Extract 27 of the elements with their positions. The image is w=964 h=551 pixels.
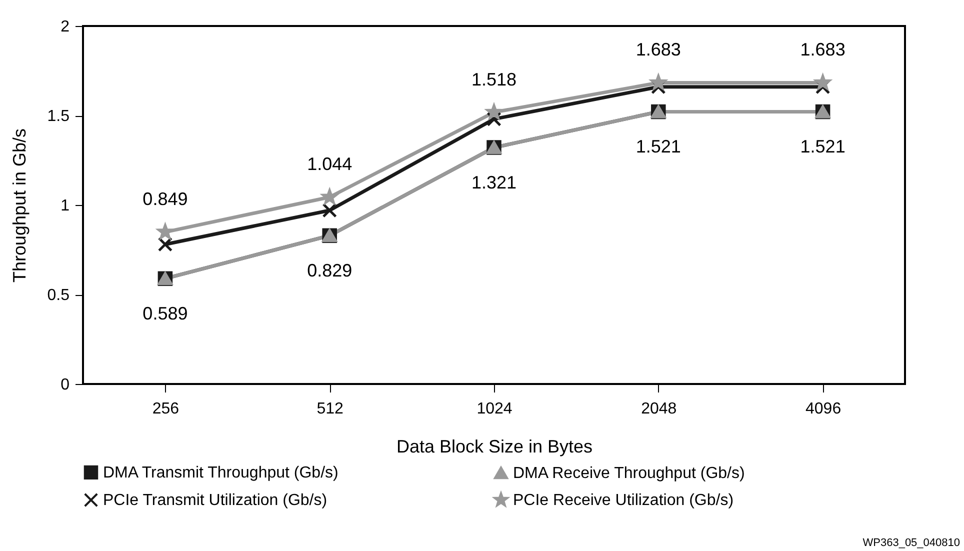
legend-label: PCIe Receive Utilization (Gb/s) <box>513 492 734 509</box>
y-tick-label: 0.5 <box>47 287 70 304</box>
data-label: 1.521 <box>800 136 846 157</box>
data-label: 1.044 <box>307 154 352 174</box>
x-tick-label: 512 <box>316 400 344 418</box>
legend-label: DMA Transmit Throughput (Gb/s) <box>103 464 338 482</box>
x-tick-label: 2048 <box>641 400 677 418</box>
y-tick-label: 0 <box>60 376 70 394</box>
legend-label: PCIe Transmit Utilization (Gb/s) <box>103 492 328 509</box>
x-tick-label: 4096 <box>806 400 842 418</box>
data-label: 0.829 <box>307 260 352 281</box>
data-label: 1.518 <box>471 69 517 90</box>
text: WP363_05_040810 <box>862 537 960 549</box>
data-label: 1.683 <box>800 40 846 60</box>
legend-label: DMA Receive Throughput (Gb/s) <box>513 464 745 482</box>
data-label: 1.321 <box>471 172 517 193</box>
data-label: 0.849 <box>142 189 188 210</box>
x-axis-title: Data Block Size in Bytes <box>396 436 593 456</box>
y-tick-label: 2 <box>60 18 70 36</box>
x-tick-label: 256 <box>152 400 180 418</box>
y-tick-label: 1.5 <box>47 108 70 125</box>
y-tick-label: 1 <box>60 198 70 214</box>
data-label: 1.683 <box>636 40 681 60</box>
data-label: 0.589 <box>142 304 188 324</box>
y-axis-title: Throughput in Gb/s <box>9 128 30 283</box>
x-tick-label: 1024 <box>476 400 512 418</box>
data-label: 1.521 <box>636 136 681 157</box>
